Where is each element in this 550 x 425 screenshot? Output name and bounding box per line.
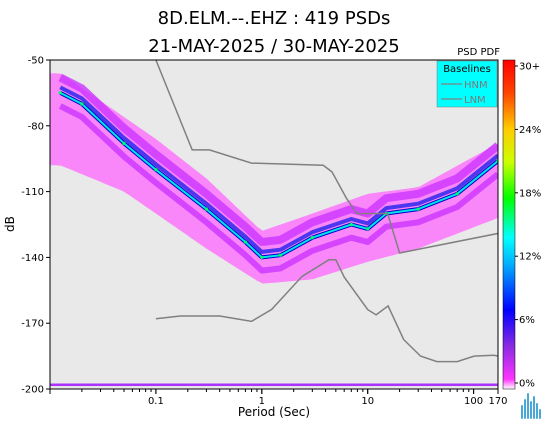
x-axis: 0.1 1 10 100 170 [49, 389, 508, 407]
x-tick-label: 100 [464, 396, 483, 407]
y-tick-label: -50 [28, 56, 44, 67]
psd-mode-band-upper [58, 73, 498, 246]
psd-floor-band [50, 383, 498, 387]
colorbar-gradient [502, 59, 516, 390]
psd-mode-point [260, 255, 264, 259]
psd-mode-point [122, 141, 126, 145]
psd-mode-point [58, 91, 62, 95]
chart-title: 8D.ELM.--.EHZ : 419 PSDs [158, 8, 391, 29]
colorbar-ticks: 30+ 24% 18% 12% 6% 0% [515, 62, 541, 390]
baseline-layer [155, 60, 498, 363]
x-tick-label: 10 [361, 396, 374, 407]
psd-mode-point [366, 227, 370, 231]
plot-frame [49, 59, 499, 390]
seismograph-logo-icon [521, 393, 541, 419]
psd-mode-band-inner [59, 85, 498, 254]
y-tick-label: -170 [21, 319, 44, 330]
psd-mode-point [455, 192, 459, 196]
colorbar-title: PSD PDF [457, 47, 500, 58]
y-tick-label: -200 [21, 385, 44, 396]
psd-mode-point [243, 240, 247, 244]
legend-lnm-label: LNM [464, 95, 486, 106]
x-tick-label: 170 [488, 396, 507, 407]
y-tick-label: -110 [21, 187, 44, 198]
colorbar-tick-label: 12% [519, 252, 541, 263]
y-tick-label: -80 [28, 121, 44, 132]
colorbar: PSD PDF 30+ 24% 18% 12% 6% 0% [457, 47, 541, 390]
psd-density-layer [50, 73, 498, 387]
x-tick-label: 0.1 [148, 396, 164, 407]
legend-hnm-label: HNM [464, 80, 488, 91]
y-axis: -50 -80 -110 -140 -170 -200 [21, 56, 50, 396]
psd-mode-band-lower [58, 103, 498, 274]
chart-subtitle: 21-MAY-2025 / 30-MAY-2025 [148, 36, 400, 57]
colorbar-tick-label: 0% [519, 379, 535, 390]
psd-spread-band [50, 73, 498, 284]
psd-mode-point [154, 168, 158, 172]
colorbar-tick-label: 18% [519, 188, 541, 199]
psd-mode-point [204, 207, 209, 211]
x-axis-label: Period (Sec) [238, 405, 310, 419]
psd-mode-point [80, 102, 84, 106]
legend-title: Baselines [443, 64, 491, 75]
colorbar-tick-label: 24% [519, 125, 541, 136]
psd-mode-point [416, 207, 420, 211]
psd-mode-point [310, 236, 314, 240]
legend: Baselines HNM LNM [436, 60, 498, 108]
psd-mode-point [278, 253, 283, 257]
colorbar-tick-label: 6% [519, 315, 535, 326]
psd-mode-point [349, 222, 353, 227]
y-axis-label: dB [3, 216, 17, 232]
baseline-lnm-line [155, 259, 498, 363]
x-tick-label: 1 [259, 396, 265, 407]
baseline-hnm-line [155, 60, 498, 254]
y-tick-label: -140 [21, 253, 44, 264]
colorbar-tick-label: 30+ [519, 62, 540, 73]
